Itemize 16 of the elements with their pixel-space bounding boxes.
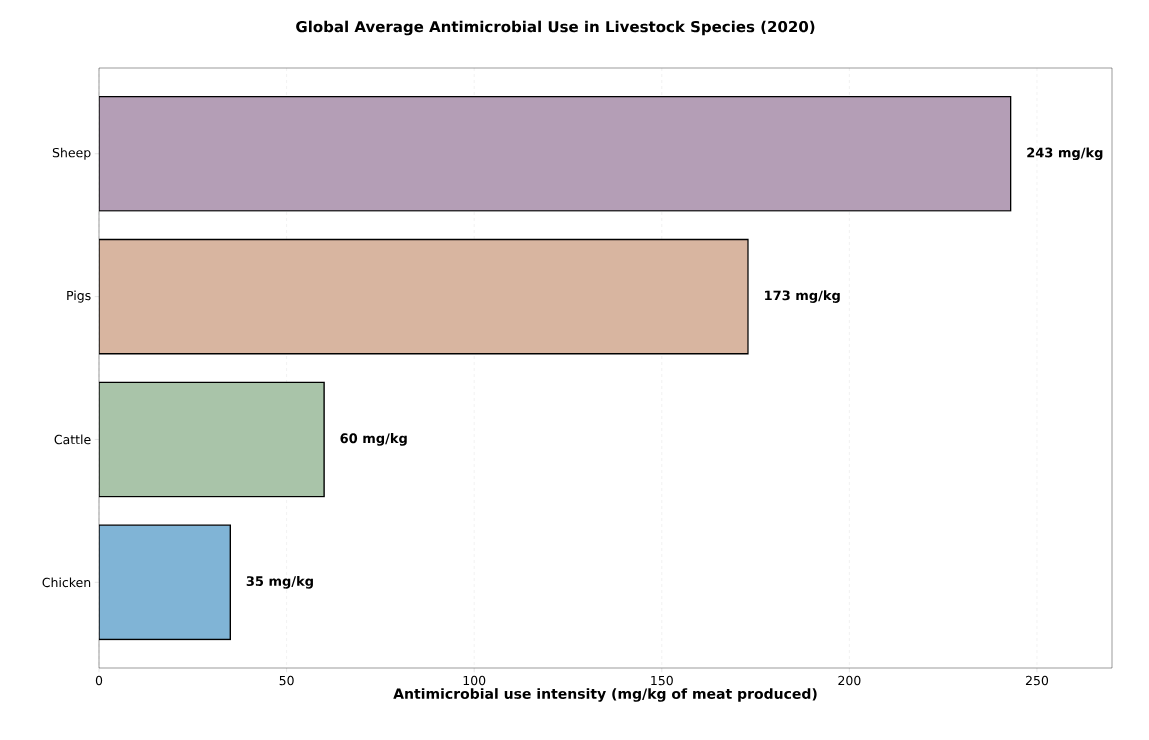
x-tick-label: 50 (279, 675, 294, 686)
x-tick-label: 200 (838, 675, 861, 686)
y-tick-label: Sheep (52, 147, 91, 160)
x-tick-label: 150 (651, 675, 673, 686)
data-label: 243 mg/kg (1027, 147, 1103, 161)
data-label: 35 mg/kg (246, 575, 313, 589)
x-axis-title: Antimicrobial use intensity (mg/kg of meat produced) (393, 688, 817, 702)
x-tick-label: 250 (1025, 675, 1049, 686)
y-tick-label: Pigs (67, 290, 91, 303)
chart-title: Global Average Antimicrobial Use in Livestock Species (2020) (296, 20, 815, 36)
y-tick-label: Cattle (54, 434, 91, 445)
data-label: 173 mg/kg (765, 290, 840, 303)
y-tick-label: Chicken (42, 577, 91, 588)
x-tick-label: 100 (463, 675, 486, 686)
data-label: 60 mg/kg (340, 433, 407, 446)
x-tick-label: 0 (95, 675, 103, 686)
